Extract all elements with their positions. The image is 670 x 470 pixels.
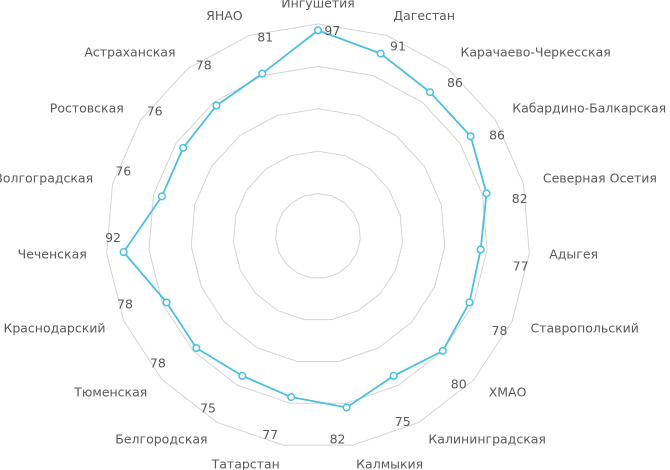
category-label: Ингушетия xyxy=(281,0,355,11)
point xyxy=(376,49,385,58)
point xyxy=(157,192,166,201)
value-label: 97 xyxy=(324,23,340,38)
series-line xyxy=(122,29,488,409)
value-label: 78 xyxy=(492,323,508,338)
point xyxy=(212,101,221,110)
grid-ring xyxy=(275,193,361,279)
category-label: Кабардино-Балкарская xyxy=(512,101,666,116)
category-label: Белгородская xyxy=(115,432,207,447)
point xyxy=(162,298,171,307)
point xyxy=(179,143,188,152)
value-label: 91 xyxy=(390,39,406,54)
point xyxy=(466,132,475,141)
category-label: ЯНАО xyxy=(206,8,243,23)
point xyxy=(313,26,323,35)
category-label: Адыгея xyxy=(549,247,598,262)
point xyxy=(342,403,351,412)
category-label: Краснодарский xyxy=(3,321,105,336)
value-label: 86 xyxy=(447,75,463,90)
value-label: 80 xyxy=(451,377,467,392)
category-label: Ставропольский xyxy=(530,321,638,336)
point xyxy=(192,343,201,353)
category-label: Дагестан xyxy=(393,8,455,23)
value-label: 78 xyxy=(196,57,212,72)
category-label: Калининградская xyxy=(428,432,546,447)
point xyxy=(476,245,485,254)
value-label: 75 xyxy=(395,414,411,429)
grid-ring xyxy=(106,23,530,446)
category-label: ХМАО xyxy=(489,385,527,400)
value-label: 81 xyxy=(257,29,273,44)
point xyxy=(465,298,474,307)
point xyxy=(438,346,447,355)
value-label: 92 xyxy=(105,230,121,245)
value-label: 78 xyxy=(117,297,133,312)
category-label: Ростовская xyxy=(50,101,124,116)
value-label: 75 xyxy=(200,401,216,416)
value-label: 76 xyxy=(115,163,131,178)
grid-ring xyxy=(148,65,488,404)
point xyxy=(389,371,398,380)
category-label: Калмыкия xyxy=(356,456,423,470)
point xyxy=(425,88,435,97)
category-label: Волгоградская xyxy=(0,171,93,186)
category-label: Карачаево-Черкесская xyxy=(460,44,610,59)
category-label: Чеченская xyxy=(18,247,87,262)
value-label: 82 xyxy=(330,432,346,447)
value-label: 77 xyxy=(513,259,529,274)
category-label: Астраханская xyxy=(84,44,175,59)
point xyxy=(238,371,247,380)
point xyxy=(482,189,491,198)
value-label: 78 xyxy=(150,355,166,370)
point xyxy=(119,248,128,257)
value-label: 76 xyxy=(147,104,163,119)
point xyxy=(258,69,267,78)
point xyxy=(287,392,296,402)
value-label: 77 xyxy=(262,427,278,442)
category-label: Северная Осетия xyxy=(543,171,657,186)
grid-ring xyxy=(190,108,446,362)
value-label: 86 xyxy=(489,128,505,143)
value-label: 82 xyxy=(512,191,528,206)
category-label: Татарстан xyxy=(211,456,280,470)
grid-ring xyxy=(232,150,404,321)
category-label: Тюменская xyxy=(73,385,147,400)
